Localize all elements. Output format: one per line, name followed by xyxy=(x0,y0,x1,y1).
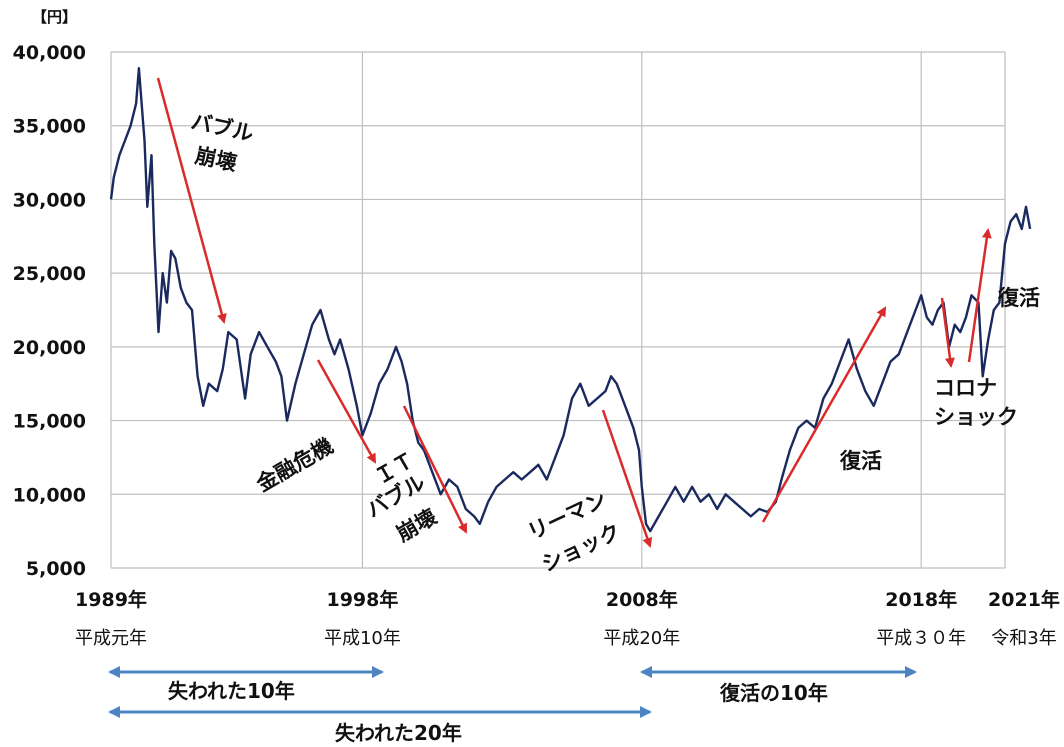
y-tick-label: 35,000 xyxy=(13,116,86,138)
x-tick-label: 2008年 xyxy=(606,588,678,611)
y-unit-label: 【円】 xyxy=(32,8,77,26)
x-era-label: 平成20年 xyxy=(603,628,680,649)
x-era-label: 令和3年 xyxy=(991,628,1056,649)
x-era-label: 平成10年 xyxy=(324,628,401,649)
grid xyxy=(110,51,1006,569)
annotation-corona-1: コロナ xyxy=(934,376,997,400)
annotation-recovery-2: 復活 xyxy=(997,286,1040,310)
y-tick-label: 30,000 xyxy=(13,189,86,211)
annotation-it-3: 崩壊 xyxy=(393,505,441,547)
y-tick-label: 25,000 xyxy=(13,263,86,285)
annotation-bubble-2: 崩壊 xyxy=(193,143,239,175)
x-tick-label: 2018年 xyxy=(885,588,957,611)
period-label-lost-10: 失われた10年 xyxy=(168,679,295,703)
annotation-financial-crisis: 金融危機 xyxy=(252,434,338,497)
y-tick-label: 20,000 xyxy=(13,337,86,359)
event-arrow-lehman xyxy=(601,409,653,548)
y-axis: 40,000 35,000 30,000 25,000 20,000 15,000 10,0… xyxy=(13,42,86,580)
event-arrow-it-bubble xyxy=(402,405,468,534)
period-label-lost-20: 失われた20年 xyxy=(335,721,462,745)
y-tick-label: 5,000 xyxy=(26,558,86,580)
x-tick-label: 1989年 xyxy=(75,588,147,611)
x-era-label: 平成３０年 xyxy=(876,628,966,649)
y-tick-label: 10,000 xyxy=(13,484,86,506)
y-tick-label: 15,000 xyxy=(13,411,86,433)
event-arrow-corona xyxy=(940,297,955,368)
x-tick-label: 1998年 xyxy=(326,588,398,611)
y-tick-label: 40,000 xyxy=(13,42,86,64)
event-arrow-recovery-2 xyxy=(967,228,992,363)
event-arrow-bubble xyxy=(156,77,227,324)
period-label-recovery-10: 復活の10年 xyxy=(719,681,828,705)
event-arrow-recovery xyxy=(761,306,887,523)
event-arrow-financial-crisis xyxy=(316,359,377,464)
annotation-corona-2: ショック xyxy=(934,405,1018,429)
x-tick-label: 2021年 xyxy=(988,588,1060,611)
annotation-bubble: バブル xyxy=(189,109,256,146)
x-era-label: 平成元年 xyxy=(75,628,147,649)
series-line xyxy=(109,67,1032,533)
annotation-recovery: 復活 xyxy=(839,449,882,473)
